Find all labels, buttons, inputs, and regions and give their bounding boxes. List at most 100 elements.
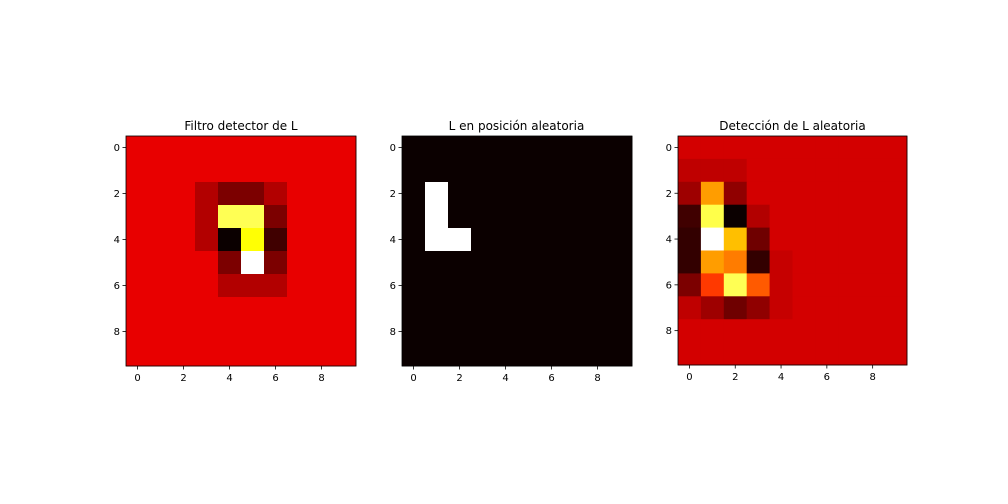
x-tick-label: 0 <box>686 372 692 383</box>
heatmap-cell-r3-c9 <box>333 205 357 229</box>
heatmap-cell-r9-c9 <box>609 343 633 367</box>
heatmap-cell-r4-c3 <box>746 227 770 251</box>
heatmap-cell-r7-c6 <box>815 296 839 320</box>
heatmap-cell-r2-c0 <box>126 182 150 206</box>
y-axis: 0 2 4 6 8 <box>390 143 402 338</box>
heatmap-cell-r0-c9 <box>609 136 633 160</box>
heatmap-cell-r4-c8 <box>310 228 334 252</box>
x-tick-label: 0 <box>134 373 140 384</box>
heatmap-cell-r2-c1 <box>700 181 725 206</box>
heatmap-cell-r4-c0 <box>402 228 426 252</box>
heatmap-cell-r6-c6 <box>815 273 839 297</box>
heatmap-cell-r5-c8 <box>861 250 885 274</box>
heatmap-cell-r0-c2 <box>723 136 748 160</box>
heatmap-cell-r8-c5 <box>517 320 541 344</box>
y-tick-label: 8 <box>666 326 672 337</box>
heatmap-cell-r2-c1 <box>149 182 173 206</box>
heatmap-cell-r1-c1 <box>700 158 725 183</box>
heatmap-cell-r1-c4 <box>769 158 793 183</box>
heatmap-cell-r2-c3 <box>195 182 219 206</box>
heatmap-cell-r9-c2 <box>723 342 748 366</box>
heatmap-cell-r9-c6 <box>815 342 839 366</box>
heatmap-cell-r6-c1 <box>700 273 725 297</box>
heatmap-cell-r2-c9 <box>884 181 908 206</box>
chart-title: L en posición aleatoria <box>449 119 585 133</box>
heatmap-cell-r1-c1 <box>149 159 173 183</box>
heatmap-cell-r4-c3 <box>471 228 495 252</box>
heatmap-cell-r3-c3 <box>746 204 770 228</box>
heatmap-cell-r9-c8 <box>861 342 885 366</box>
heatmap-cell-r9-c8 <box>586 343 610 367</box>
heatmap-cell-r9-c8 <box>310 343 334 367</box>
chart-title: Detección de L aleatoria <box>719 119 865 133</box>
heatmap-cell-r7-c1 <box>700 296 725 320</box>
heatmap-cell-r3-c0 <box>126 205 150 229</box>
heatmap-cell-r7-c8 <box>310 297 334 321</box>
y-tick-label: 2 <box>666 189 672 200</box>
heatmap-cell-r8-c8 <box>586 320 610 344</box>
heatmap-cell-r3-c1 <box>700 204 725 228</box>
y-tick-label: 6 <box>390 281 396 292</box>
heatmap-cell-r9-c0 <box>678 342 702 366</box>
heatmap-cell-r7-c2 <box>172 297 196 321</box>
heatmap-cell-r4-c2 <box>448 228 472 252</box>
heatmap-cell-r8-c8 <box>310 320 334 344</box>
heatmap-cell-r8-c3 <box>471 320 495 344</box>
heatmap-cell-r9-c0 <box>402 343 426 367</box>
heatmap-cell-r5-c6 <box>540 251 564 275</box>
heatmap-panel-detection: Detección de L aleatoria 0 2 4 6 8 0 2 4 6 8 <box>666 119 908 383</box>
heatmap-cell-r4-c9 <box>884 227 908 251</box>
heatmap-cell-r7-c9 <box>884 296 908 320</box>
heatmap-cell-r0-c5 <box>792 136 816 160</box>
heatmap-cell-r4-c2 <box>723 227 748 251</box>
heatmap-cell-r8-c0 <box>126 320 150 344</box>
heatmap-cell-r0-c9 <box>884 136 908 160</box>
heatmap-cell-r2-c2 <box>723 181 748 206</box>
heatmap-cell-r4-c1 <box>149 228 173 252</box>
heatmap-cell-r3-c5 <box>517 205 541 229</box>
heatmap-cell-r0-c4 <box>769 136 793 160</box>
y-tick-label: 8 <box>114 327 120 338</box>
heatmap-cell-r3-c2 <box>448 205 472 229</box>
y-axis: 0 2 4 6 8 <box>114 143 126 338</box>
heatmap-cell-r6-c9 <box>333 274 357 298</box>
heatmap-cell-r0-c4 <box>494 136 518 160</box>
heatmap-cell-r6-c5 <box>241 274 265 298</box>
heatmap-cell-r5-c6 <box>264 251 288 275</box>
heatmap-cell-r6-c0 <box>402 274 426 298</box>
heatmap-cell-r3-c6 <box>815 204 839 228</box>
heatmap-cell-r1-c4 <box>494 159 518 183</box>
heatmap-cell-r9-c0 <box>126 343 150 367</box>
heatmap-panel-random-l: L en posición aleatoria 0 2 4 6 8 0 2 4 6 8 <box>390 119 633 384</box>
heatmap-cell-r6-c3 <box>471 274 495 298</box>
heatmap-cell-r0-c8 <box>861 136 885 160</box>
heatmap-cell-r9-c5 <box>517 343 541 367</box>
heatmap-cell-r3-c9 <box>884 204 908 228</box>
heatmap-cell-r8-c5 <box>241 320 265 344</box>
heatmap-cell-r7-c7 <box>838 296 862 320</box>
heatmap-cell-r8-c9 <box>609 320 633 344</box>
heatmap-cell-r8-c1 <box>700 319 725 343</box>
heatmap-cell-r1-c6 <box>264 159 288 183</box>
heatmap-cell-r5-c7 <box>563 251 587 275</box>
heatmap-cell-r3-c8 <box>861 204 885 228</box>
heatmap-cell-r2-c6 <box>540 182 564 206</box>
heatmap-cell-r7-c8 <box>586 297 610 321</box>
heatmap-cell-r1-c5 <box>517 159 541 183</box>
heatmap-cell-r2-c7 <box>287 182 311 206</box>
heatmap-cell-r2-c7 <box>563 182 587 206</box>
x-axis: 0 2 4 6 8 <box>134 366 325 384</box>
heatmap-cell-r9-c2 <box>172 343 196 367</box>
heatmap-cell-r2-c4 <box>769 181 793 206</box>
heatmap-cell-r1-c9 <box>609 159 633 183</box>
heatmap-cell-r0-c9 <box>333 136 357 160</box>
heatmap-cell-r6-c0 <box>126 274 150 298</box>
y-tick-label: 8 <box>390 327 396 338</box>
heatmap-cell-r6-c2 <box>448 274 472 298</box>
x-tick-label: 2 <box>180 373 186 384</box>
heatmap-cell-r0-c1 <box>149 136 173 160</box>
heatmap-cell-r1-c2 <box>172 159 196 183</box>
heatmap-cell-r1-c4 <box>218 159 242 183</box>
heatmap-cell-r6-c7 <box>563 274 587 298</box>
